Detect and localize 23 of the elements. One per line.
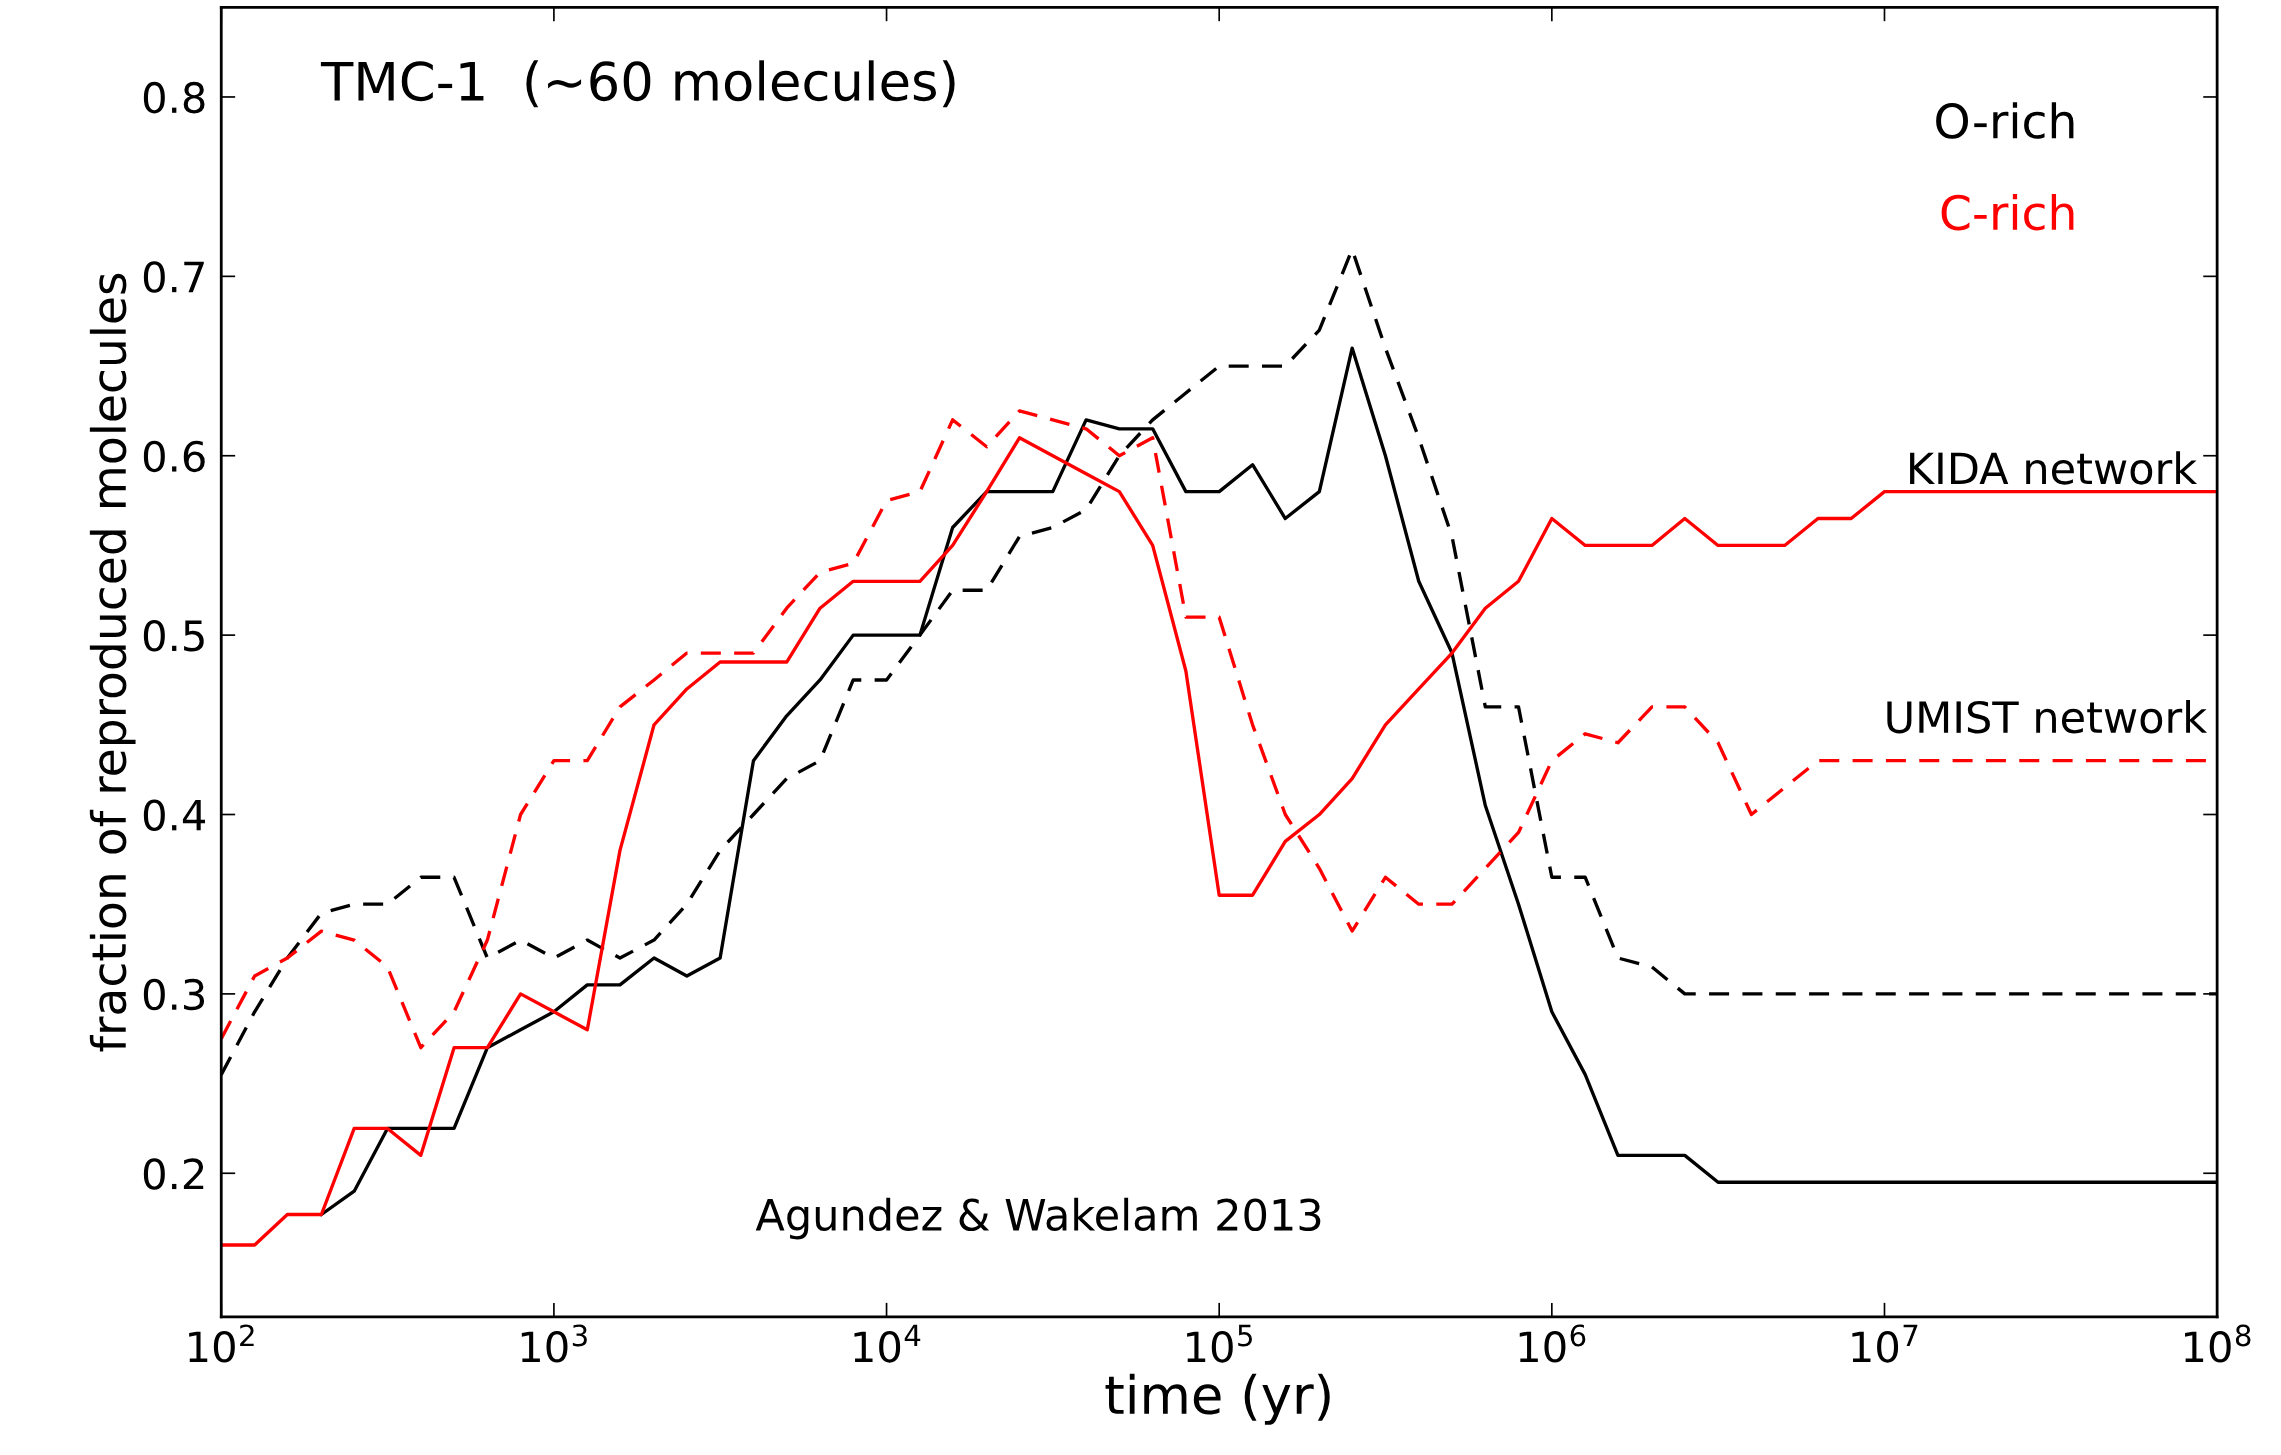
x-tick-label: 10$^{3}$ bbox=[521, 1324, 587, 1363]
y-tick-label: 0.3 bbox=[143, 978, 205, 1011]
annotation: KIDA network bbox=[1910, 451, 2198, 485]
annotation: O-rich bbox=[1936, 102, 2074, 139]
y-tick-label: 0.4 bbox=[143, 799, 206, 831]
annotation: UMIST network bbox=[1887, 700, 2208, 734]
y-tick-label: 0.7 bbox=[143, 261, 204, 293]
y-tick-label: 0.8 bbox=[143, 81, 205, 114]
x-tick-label: 10$^{6}$ bbox=[1519, 1324, 1586, 1363]
line-series bbox=[221, 436, 2218, 1247]
y-axis-title: fraction of reproduced molecules bbox=[89, 273, 136, 1052]
x-tick-label: 10$^{7}$ bbox=[1852, 1324, 1918, 1363]
x-axis-title: time (yr) bbox=[1105, 1373, 1330, 1425]
annotation: C-rich bbox=[1941, 193, 2074, 231]
y-tick-label: 0.6 bbox=[143, 440, 205, 473]
y-tick-label: 0.2 bbox=[143, 1158, 204, 1190]
text: TMC-1 (∼60 molecules) bbox=[320, 60, 955, 108]
x-tick-label: 10$^{5}$ bbox=[1187, 1324, 1252, 1363]
y-tick-label: 0.5 bbox=[143, 620, 204, 652]
x-tick-label: 10$^{2}$ bbox=[189, 1324, 254, 1363]
x-tick-label: 10$^{8}$ bbox=[2185, 1324, 2251, 1363]
x-tick-label: 10$^{4}$ bbox=[854, 1324, 921, 1363]
annotation: Agundez & Wakelam 2013 bbox=[755, 1197, 1321, 1240]
